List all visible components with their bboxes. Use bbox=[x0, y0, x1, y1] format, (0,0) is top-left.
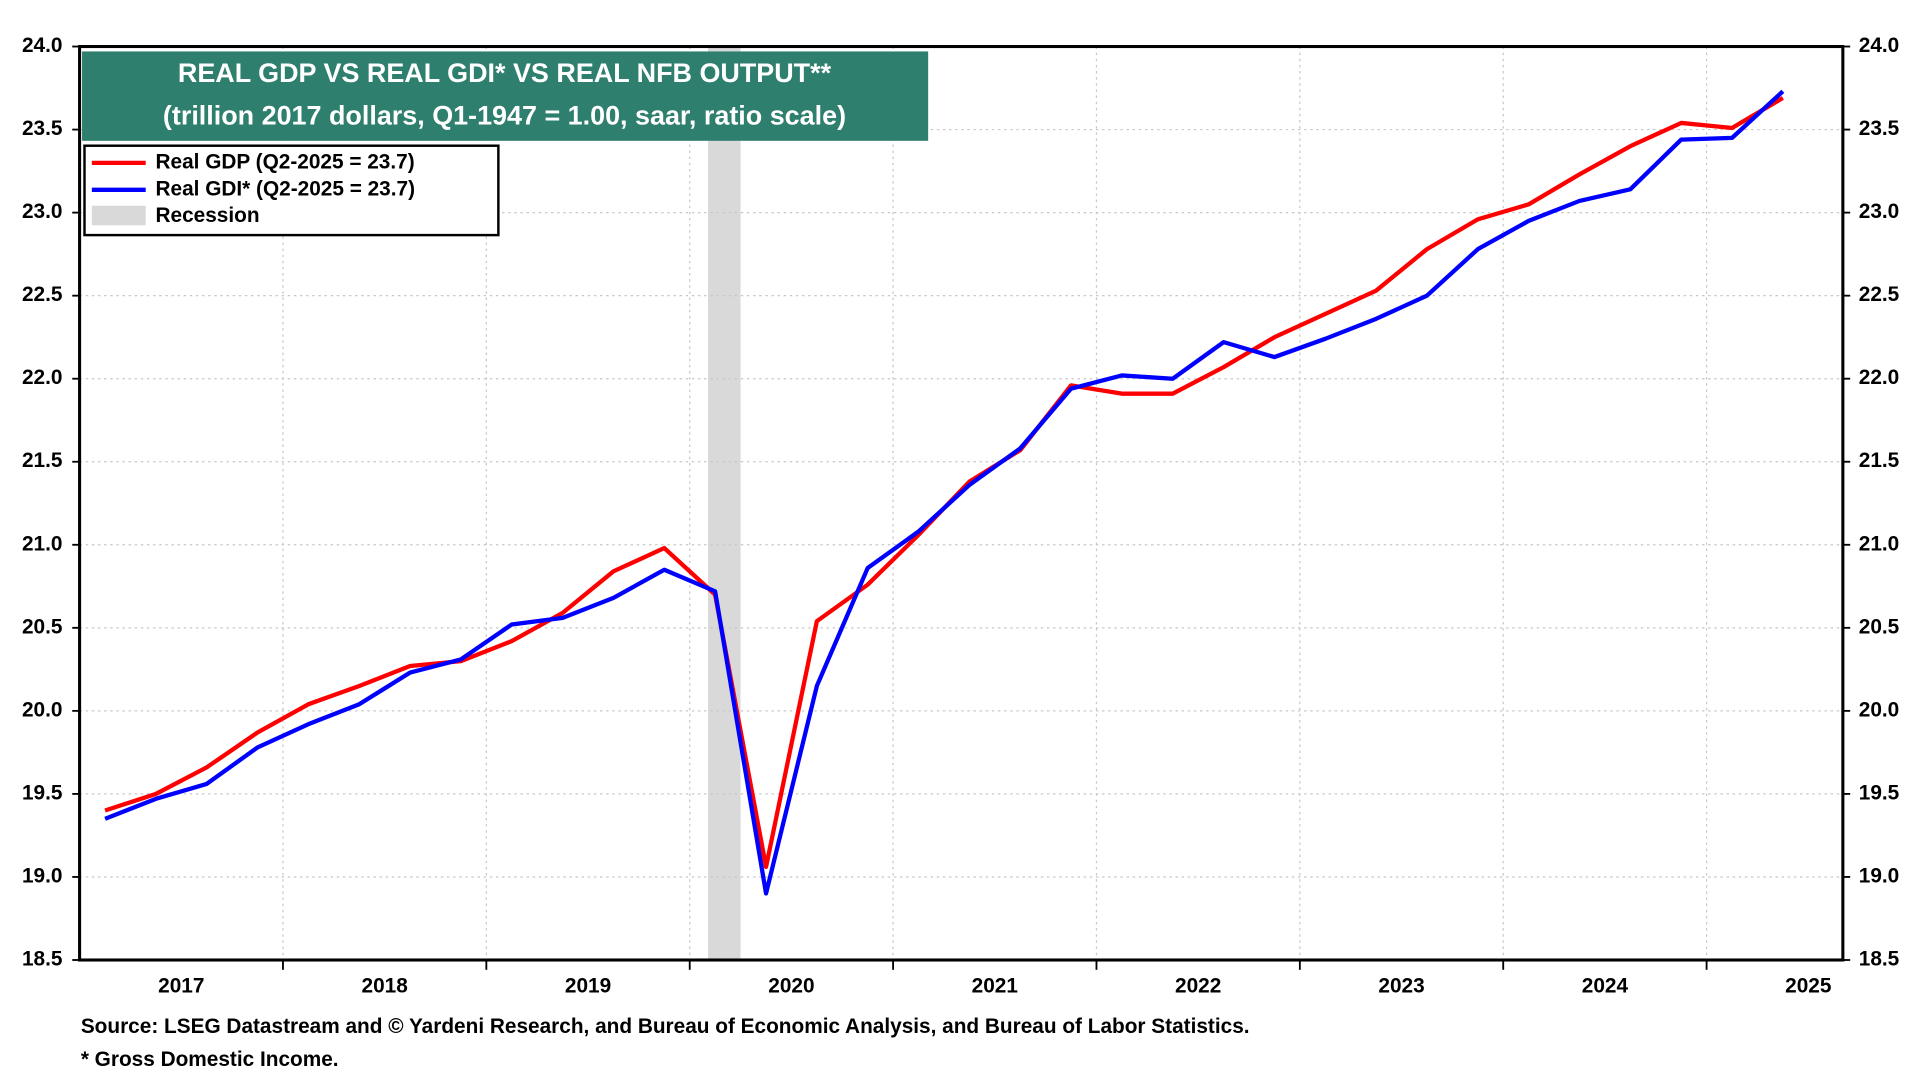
y-tick-label: 22.5 bbox=[22, 283, 62, 306]
series-line bbox=[104, 89, 1785, 896]
x-tick-label: 2019 bbox=[565, 974, 611, 997]
y-tick-label: 21.0 bbox=[22, 532, 62, 555]
legend-swatch bbox=[91, 205, 146, 226]
y-tick-label: 20.0 bbox=[22, 698, 62, 721]
y2-tick-label: 19.0 bbox=[1859, 864, 1899, 887]
legend-label: Real GDI* (Q2-2025 = 23.7) bbox=[156, 177, 416, 200]
x-tick-label: 2025 bbox=[1785, 974, 1831, 997]
y2-tick-label: 22.5 bbox=[1859, 283, 1899, 306]
y2-tick-label: 24.0 bbox=[1859, 34, 1899, 57]
legend-label: Real GDP (Q2-2025 = 23.7) bbox=[156, 150, 415, 173]
source-note: Source: LSEG Datastream and © Yardeni Re… bbox=[81, 1015, 1250, 1038]
y-tick-label: 21.5 bbox=[22, 449, 62, 472]
y2-tick-label: 20.0 bbox=[1859, 698, 1899, 721]
chart-subtitle: (trillion 2017 dollars, Q1-1947 = 1.00, … bbox=[163, 101, 846, 131]
legend: Real GDP (Q2-2025 = 23.7) Real GDI* (Q2-2… bbox=[83, 144, 500, 237]
plot-area bbox=[79, 45, 1843, 961]
recession-band bbox=[708, 46, 741, 960]
legend-label: Recession bbox=[156, 204, 260, 227]
y2-tick-label: 19.5 bbox=[1859, 781, 1899, 804]
y-tick-label: 18.5 bbox=[22, 948, 62, 971]
y2-tick-label: 21.5 bbox=[1859, 449, 1899, 472]
legend-box bbox=[83, 144, 500, 237]
y-tick-label: 23.5 bbox=[22, 117, 62, 140]
x-tick-label: 2018 bbox=[362, 974, 408, 997]
title-box bbox=[82, 51, 929, 141]
y-tick-label: 23.0 bbox=[22, 200, 62, 223]
x-tick-label: 2017 bbox=[158, 974, 204, 997]
x-tick-label: 2023 bbox=[1378, 974, 1424, 997]
x-tick-label: 2020 bbox=[768, 974, 814, 997]
x-tick-label: 2022 bbox=[1175, 974, 1221, 997]
x-tick-label: 2024 bbox=[1582, 974, 1629, 997]
y2-tick-label: 21.0 bbox=[1859, 532, 1899, 555]
y-tick-label: 24.0 bbox=[22, 34, 62, 57]
y2-tick-label: 20.5 bbox=[1859, 615, 1899, 638]
y-tick-label: 22.0 bbox=[22, 366, 62, 389]
y-tick-label: 19.5 bbox=[22, 781, 62, 804]
y2-tick-label: 23.0 bbox=[1859, 200, 1899, 223]
y-tick-label: 19.0 bbox=[22, 864, 62, 887]
y2-tick-label: 18.5 bbox=[1859, 948, 1899, 971]
y2-tick-label: 22.0 bbox=[1859, 366, 1899, 389]
y2-tick-label: 23.5 bbox=[1859, 117, 1899, 140]
chart-title: REAL GDP VS REAL GDI* VS REAL NFB OUTPUT… bbox=[178, 58, 832, 88]
footnote: * Gross Domestic Income. bbox=[81, 1048, 339, 1071]
x-tick-label: 2021 bbox=[972, 974, 1018, 997]
y-tick-label: 20.5 bbox=[22, 615, 62, 638]
plot-frame bbox=[78, 45, 1845, 962]
